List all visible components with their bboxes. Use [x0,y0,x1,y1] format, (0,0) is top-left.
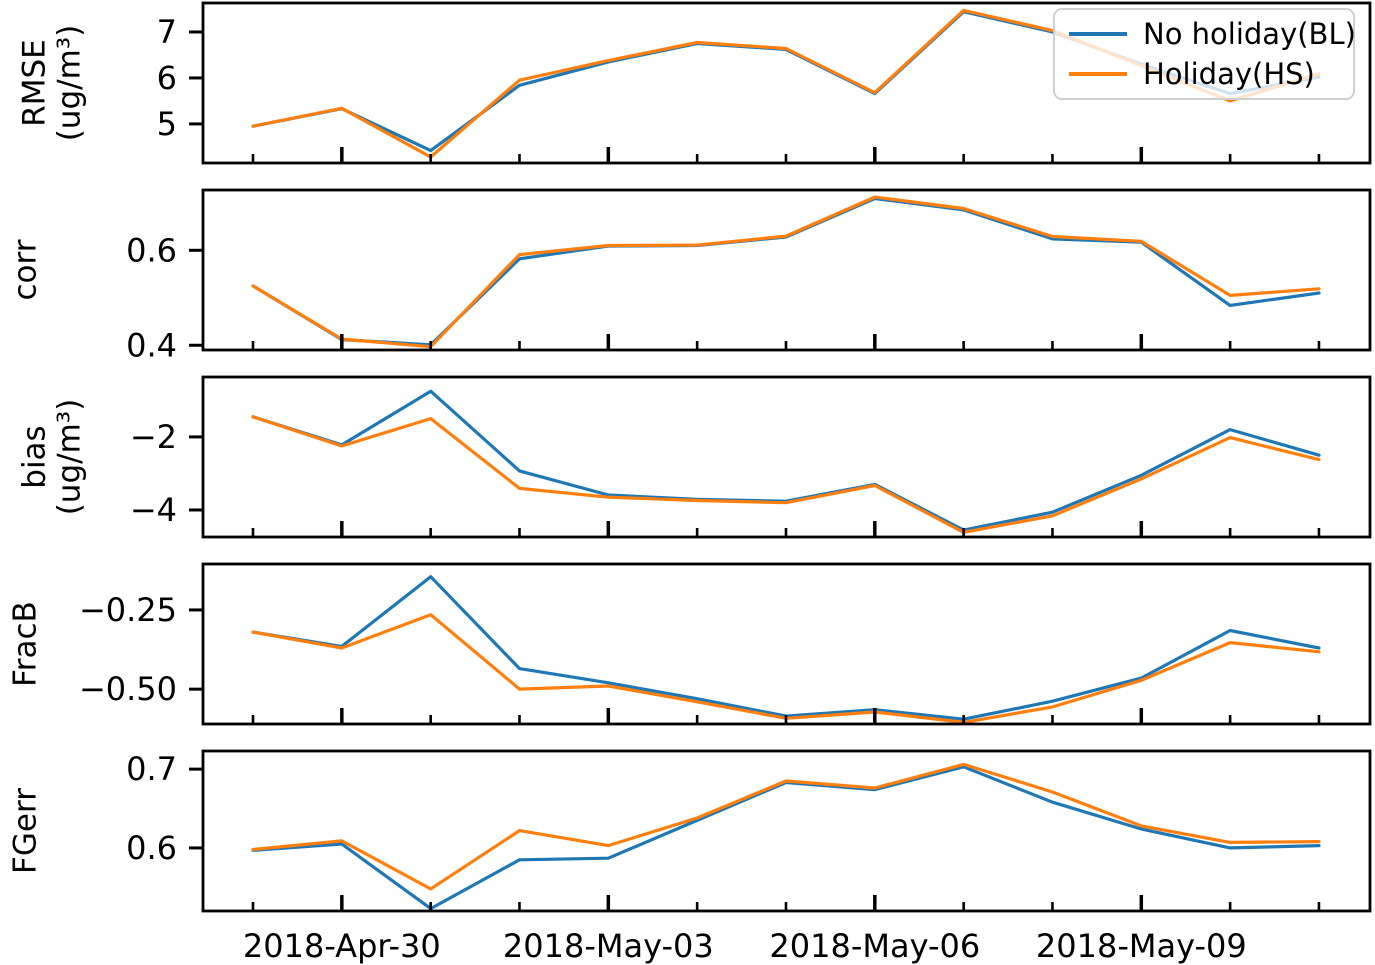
legend: No holiday(BL) Holiday(HS) [1053,8,1356,100]
legend-label-no-holiday: No holiday(BL) [1143,17,1356,51]
svg-text:−0.25: −0.25 [79,591,177,629]
legend-item-no-holiday: No holiday(BL) [1069,17,1356,51]
svg-text:0.4: 0.4 [126,326,177,364]
svg-text:2018-May-06: 2018-May-06 [769,927,980,965]
ylabel-corr: corr [7,239,44,301]
no-holiday-line-swatch-icon [1069,32,1127,36]
ylabel-fracb: FracB [7,601,44,687]
svg-text:5: 5 [157,105,177,143]
svg-text:2018-Apr-30: 2018-Apr-30 [243,927,441,965]
svg-text:0.6: 0.6 [126,231,177,269]
svg-text:6: 6 [157,59,177,97]
legend-item-holiday: Holiday(HS) [1069,57,1339,91]
ylabel-rmse: RMSE (ug/m³) [16,24,87,142]
svg-text:2018-May-03: 2018-May-03 [503,927,714,965]
svg-text:0.6: 0.6 [126,829,177,867]
ylabel-fgerr: FGerr [7,788,44,874]
svg-text:0.7: 0.7 [126,750,177,788]
svg-text:−0.50: −0.50 [79,670,177,708]
holiday-line-swatch-icon [1069,72,1127,76]
svg-text:7: 7 [157,13,177,51]
legend-label-holiday: Holiday(HS) [1143,57,1315,91]
svg-text:−4: −4 [130,491,177,529]
svg-text:−2: −2 [130,418,177,456]
ylabel-bias: bias (ug/m³) [16,398,87,516]
svg-text:2018-May-09: 2018-May-09 [1036,927,1247,965]
